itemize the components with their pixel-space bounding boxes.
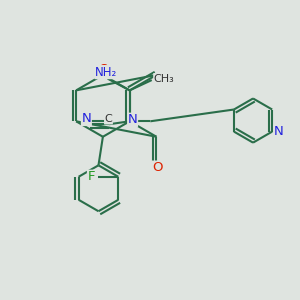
- Text: N: N: [82, 112, 91, 125]
- Text: C: C: [105, 114, 112, 124]
- Text: O: O: [98, 63, 109, 76]
- Text: F: F: [88, 170, 95, 183]
- Text: N: N: [274, 125, 284, 138]
- Text: O: O: [152, 161, 162, 174]
- Text: N: N: [128, 113, 137, 126]
- Text: CH₃: CH₃: [154, 74, 175, 84]
- Text: NH₂: NH₂: [95, 66, 117, 79]
